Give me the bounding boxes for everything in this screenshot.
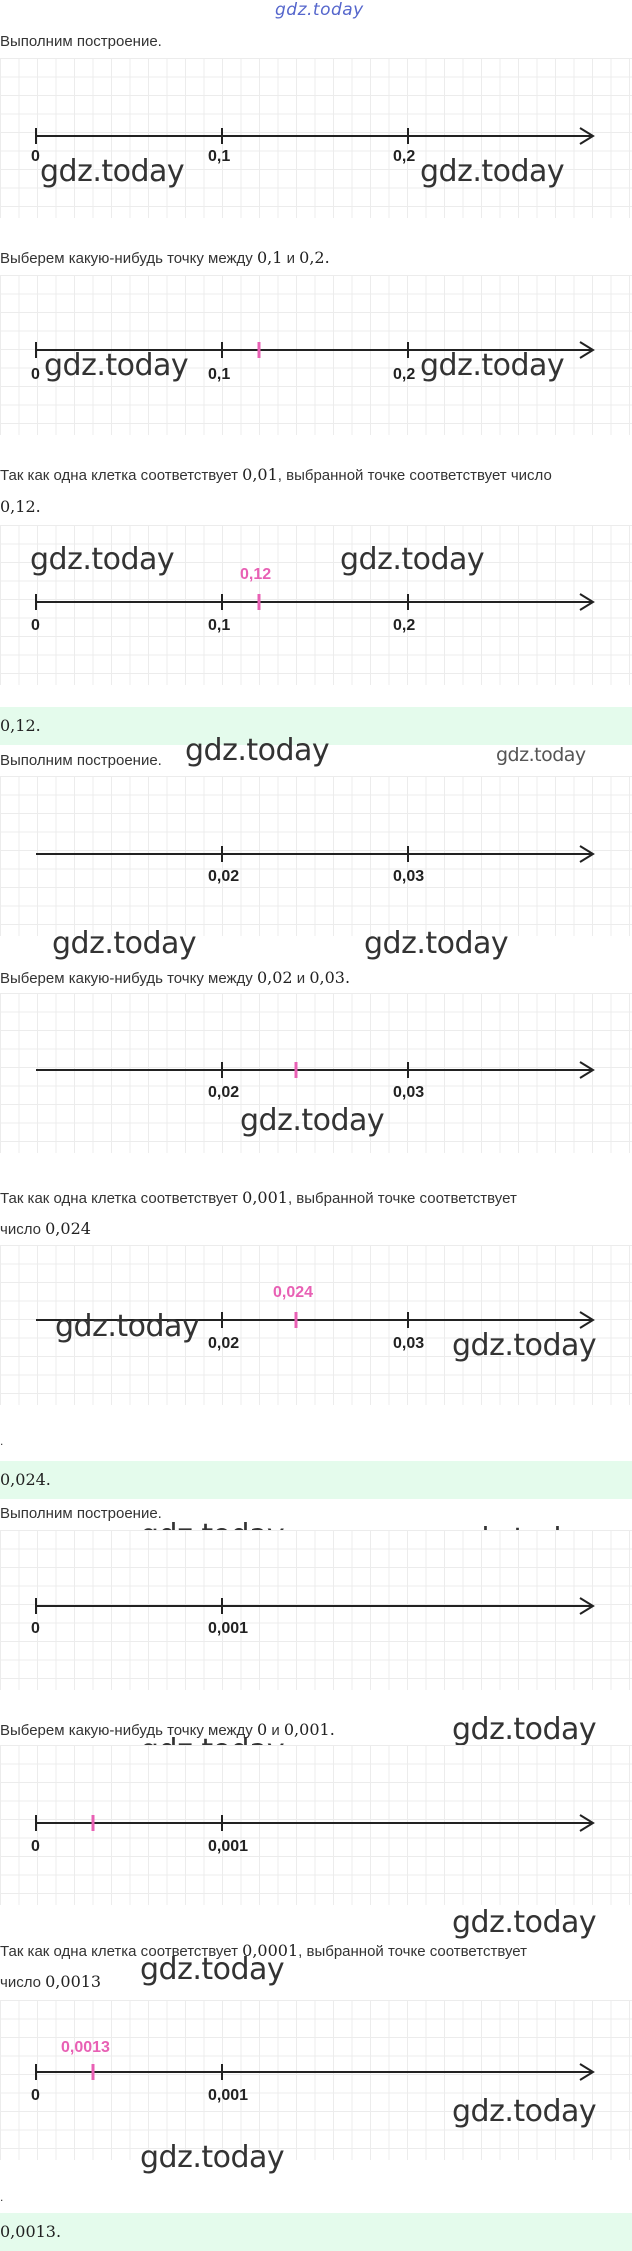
number-line-svg: 0,02 0,03 bbox=[36, 1061, 595, 1101]
tick-label-0: 0 bbox=[31, 366, 40, 383]
task2-answer: 0,024. bbox=[0, 1461, 632, 1499]
tick-label-0-03: 0,03 bbox=[393, 868, 424, 885]
watermark: gdz.today bbox=[30, 542, 175, 577]
task2-cell-text: Так как одна клетка соответствует 0,001,… bbox=[0, 1188, 517, 1207]
task1-build-text: Выполним построение. bbox=[0, 33, 162, 50]
watermark: gdz.today bbox=[452, 1328, 597, 1363]
header-watermark: gdz.today bbox=[275, 0, 364, 20]
tick-label-0-1: 0,1 bbox=[208, 148, 230, 165]
task1-choose-text: Выберем какую-нибудь точку между 0,1 и 0… bbox=[0, 248, 330, 267]
watermark: gdz.today bbox=[55, 1309, 200, 1344]
task3-cell-text: Так как одна клетка соответствует 0,0001… bbox=[0, 1941, 528, 1960]
tick-label-0: 0 bbox=[31, 1620, 40, 1637]
tick-label-0-2: 0,2 bbox=[393, 148, 415, 165]
watermark: gdz.today bbox=[420, 348, 565, 383]
tick-label-0: 0 bbox=[31, 148, 40, 165]
tick-label-0: 0 bbox=[31, 617, 40, 634]
axis-arrow bbox=[579, 845, 595, 863]
axis-arrow bbox=[579, 593, 595, 611]
axis-arrow bbox=[579, 1597, 595, 1615]
tick-label-0-2: 0,2 bbox=[393, 366, 415, 383]
tick-label-0-2: 0,2 bbox=[393, 617, 415, 634]
point-label: 0,0013 bbox=[61, 2039, 110, 2056]
tick-label-0-02: 0,02 bbox=[208, 1084, 239, 1101]
tick-label-0: 0 bbox=[31, 1838, 40, 1855]
task3-answer: 0,0013. bbox=[0, 2213, 632, 2251]
task1-diagram-2: 0 0,1 0,2 gdz.today gdz.today bbox=[0, 275, 632, 435]
stray-dot: . bbox=[0, 2190, 4, 2204]
tick-label-0-03: 0,03 bbox=[393, 1335, 424, 1352]
point-label: 0,12 bbox=[240, 566, 271, 583]
task2-cell-number: число 0,024 bbox=[0, 1219, 91, 1238]
watermark: gdz.today bbox=[452, 2094, 597, 2129]
task2-build-text: Выполним построение. bbox=[0, 752, 162, 769]
tick-label-0-03: 0,03 bbox=[393, 1084, 424, 1101]
watermark: gdz.today bbox=[185, 733, 330, 768]
number-line-svg: 0 0,1 0,2 bbox=[31, 127, 595, 165]
watermark: gdz.today bbox=[40, 154, 185, 189]
number-line-svg: 0 0,001 bbox=[31, 1597, 595, 1637]
watermark: gdz.today bbox=[240, 1103, 385, 1138]
tick-label-0: 0 bbox=[31, 2087, 40, 2104]
number-line-svg: 0,024 0,02 0,03 bbox=[36, 1284, 595, 1352]
axis-arrow bbox=[579, 1311, 595, 1329]
watermark: gdz.today bbox=[420, 154, 565, 189]
axis-arrow bbox=[579, 127, 595, 145]
task2-choose-text: Выберем какую-нибудь точку между 0,02 и … bbox=[0, 968, 351, 987]
watermark: gdz.today bbox=[44, 348, 189, 383]
number-line-svg: 0 0,1 0,2 bbox=[31, 341, 595, 383]
tick-label-0-02: 0,02 bbox=[208, 868, 239, 885]
tick-label-0-02: 0,02 bbox=[208, 1335, 239, 1352]
axis-arrow bbox=[579, 341, 595, 359]
task1-cell-text: Так как одна клетка соответствует 0,01, … bbox=[0, 465, 552, 484]
task2-diagram-1: 0,02 0,03 gdz.today bbox=[0, 776, 632, 961]
task2-diagram-2: 0,02 0,03 gdz.today bbox=[0, 993, 632, 1153]
task3-cell-number: число 0,0013 bbox=[0, 1972, 102, 1991]
number-line-svg: 0,12 0 0,1 0,2 bbox=[31, 566, 595, 634]
number-line-svg: 0,02 0,03 bbox=[36, 845, 595, 885]
watermark: gdz.today bbox=[140, 1952, 285, 1987]
task1-diagram-1: 0 0,1 0,2 gdz.today gdz.today bbox=[0, 58, 632, 218]
axis-arrow bbox=[579, 2063, 595, 2081]
task3-diagram-2: 0 0,001 bbox=[0, 1745, 632, 1905]
stray-dot: . bbox=[0, 1434, 4, 1448]
tick-label-0-001: 0,001 bbox=[208, 2087, 248, 2104]
task3-diagram-1: 0 0,001 bbox=[0, 1530, 632, 1690]
task3-build-text: Выполним построение. bbox=[0, 1505, 162, 1522]
watermark: gdz.today bbox=[496, 744, 586, 766]
watermark: gdz.today bbox=[340, 542, 485, 577]
watermark: gdz.today bbox=[52, 926, 197, 961]
task1-cell-number: 0,12. bbox=[0, 497, 41, 516]
task1-diagram-3: 0,12 0 0,1 0,2 gdz.today gdz.today bbox=[0, 525, 632, 685]
tick-label-0-1: 0,1 bbox=[208, 617, 230, 634]
task3-diagram-3: 0,0013 0 0,001 gdz.today gdz.today bbox=[0, 2000, 632, 2175]
axis-arrow bbox=[579, 1814, 595, 1832]
watermark: gdz.today bbox=[452, 1712, 597, 1747]
task1-answer: 0,12. bbox=[0, 707, 632, 745]
tick-label-0-1: 0,1 bbox=[208, 366, 230, 383]
tick-label-0-001: 0,001 bbox=[208, 1838, 248, 1855]
watermark: gdz.today bbox=[452, 1905, 597, 1940]
task2-diagram-3: 0,024 0,02 0,03 gdz.today gdz.today bbox=[0, 1245, 632, 1405]
axis-arrow bbox=[579, 1061, 595, 1079]
number-line-svg: 0 0,001 bbox=[31, 1814, 595, 1855]
watermark: gdz.today bbox=[364, 926, 509, 961]
number-line-svg: 0,0013 0 0,001 bbox=[31, 2039, 595, 2104]
point-label: 0,024 bbox=[273, 1284, 313, 1301]
watermark: gdz.today bbox=[140, 2140, 285, 2175]
tick-label-0-001: 0,001 bbox=[208, 1620, 248, 1637]
task3-choose-text: Выберем какую-нибудь точку между 0 и 0,0… bbox=[0, 1720, 335, 1739]
